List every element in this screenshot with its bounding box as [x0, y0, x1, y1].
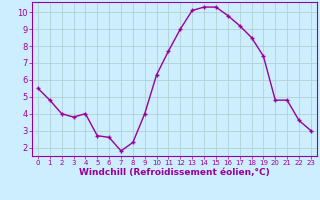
X-axis label: Windchill (Refroidissement éolien,°C): Windchill (Refroidissement éolien,°C) — [79, 168, 270, 177]
